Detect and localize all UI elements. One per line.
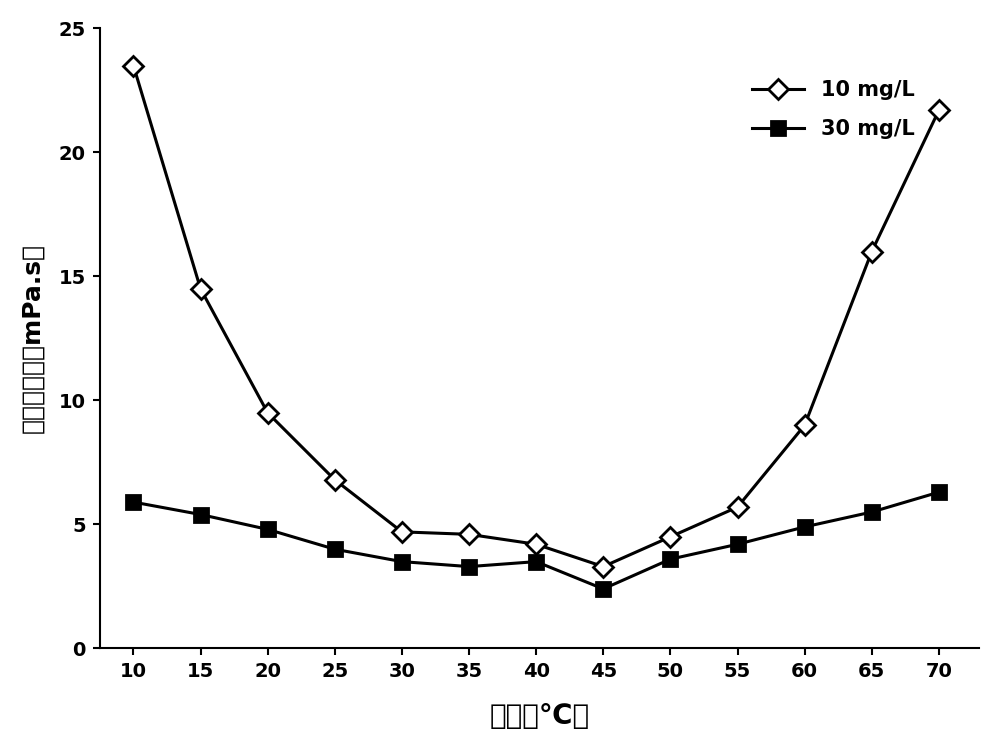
10 mg/L [664, 532, 676, 541]
10 mg/L [732, 502, 744, 511]
30 mg/L [732, 540, 744, 549]
10 mg/L [799, 421, 811, 430]
30 mg/L [463, 562, 475, 571]
30 mg/L [262, 525, 274, 534]
30 mg/L [664, 555, 676, 564]
10 mg/L [195, 285, 207, 294]
30 mg/L [933, 487, 945, 496]
10 mg/L [396, 527, 408, 536]
30 mg/L [799, 523, 811, 532]
10 mg/L [127, 61, 139, 70]
30 mg/L [597, 584, 609, 593]
30 mg/L [866, 508, 878, 517]
X-axis label: 温度（℃）: 温度（℃） [489, 702, 590, 730]
Legend: 10 mg/L, 30 mg/L: 10 mg/L, 30 mg/L [741, 70, 925, 149]
30 mg/L [396, 557, 408, 566]
10 mg/L [866, 247, 878, 256]
Line: 30 mg/L: 30 mg/L [126, 485, 946, 596]
Line: 10 mg/L: 10 mg/L [126, 59, 946, 574]
Y-axis label: 破胶液粘度（mPa.s）: 破胶液粘度（mPa.s） [21, 243, 45, 433]
10 mg/L [933, 106, 945, 115]
10 mg/L [463, 530, 475, 539]
30 mg/L [127, 498, 139, 507]
10 mg/L [262, 409, 274, 418]
10 mg/L [597, 562, 609, 571]
10 mg/L [530, 540, 542, 549]
10 mg/L [329, 475, 341, 484]
30 mg/L [329, 544, 341, 553]
30 mg/L [530, 557, 542, 566]
30 mg/L [195, 510, 207, 519]
